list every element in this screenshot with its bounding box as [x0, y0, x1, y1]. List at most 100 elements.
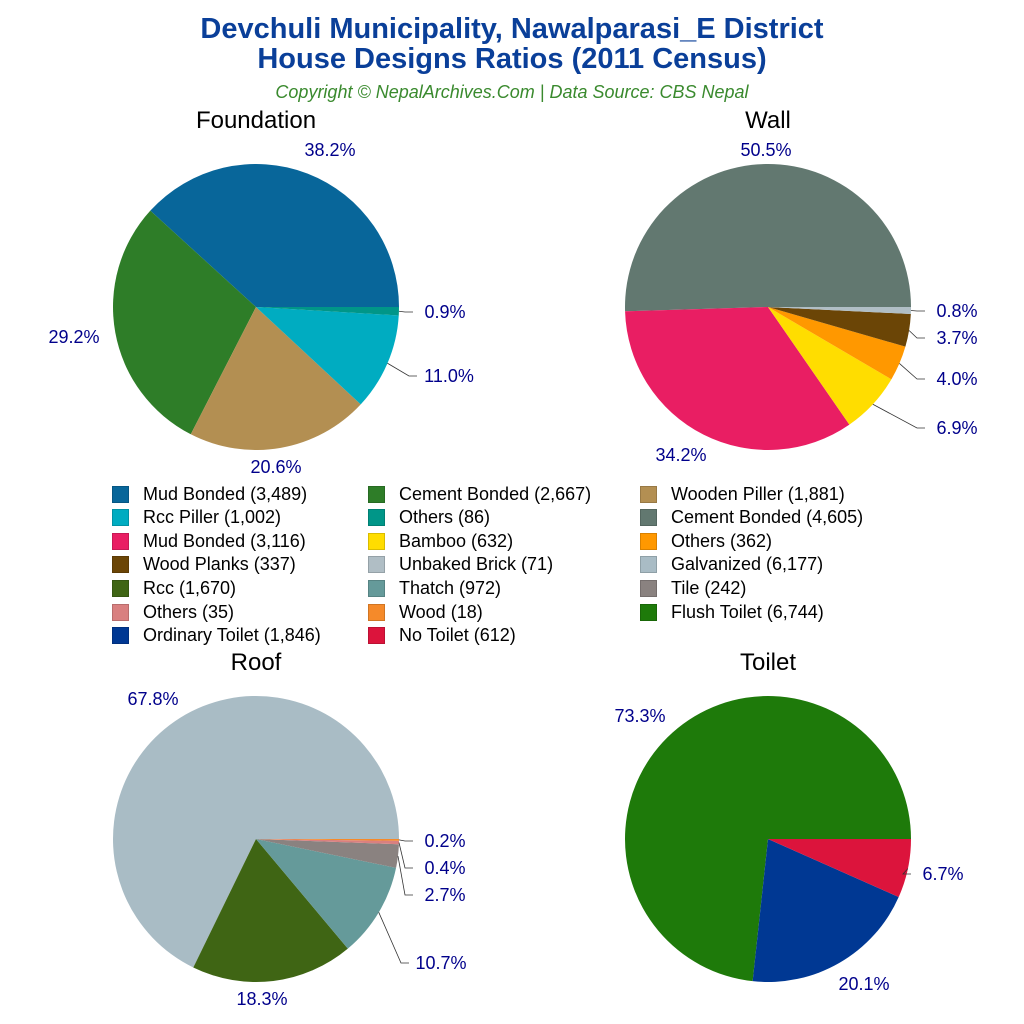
pie-percent-label: 10.7% [415, 953, 466, 973]
pie-percent-label: 67.8% [127, 689, 178, 709]
legend-item: Others (362) [640, 530, 772, 552]
legend-item: Cement Bonded (4,605) [640, 507, 863, 529]
pie-percent-label: 0.2% [424, 831, 465, 851]
pie-slice [256, 839, 397, 949]
pie-slice [256, 307, 399, 316]
pie-percent-label: 2.7% [424, 885, 465, 905]
leader-line [902, 868, 911, 875]
pie-percent-label: 3.7% [936, 328, 977, 348]
legend-item: Flush Toilet (6,744) [640, 601, 824, 623]
pie-slice [752, 839, 899, 982]
pie-slice [256, 839, 399, 841]
legend-item: Wood Planks (337) [112, 554, 296, 576]
pie-slice [193, 839, 348, 982]
pie-slice [625, 307, 850, 450]
pie-slice [768, 307, 911, 314]
pie-slice [190, 307, 361, 451]
pie-slice [256, 839, 399, 845]
legend-swatch [112, 509, 129, 527]
legend-swatch [640, 509, 657, 527]
pie-title-toilet: Toilet [740, 649, 796, 676]
legend-item: Wood (18) [368, 601, 483, 623]
legend-item: Cement Bonded (2,667) [368, 483, 591, 505]
pie-slice [112, 695, 399, 968]
pie-title-roof: Roof [231, 649, 282, 676]
legend-label: Flush Toilet (6,744) [671, 601, 824, 622]
legend-swatch [112, 627, 129, 645]
pie-slice [256, 839, 399, 868]
legend-swatch [368, 509, 385, 527]
pie-percent-label: 29.2% [48, 327, 99, 347]
leader-line [899, 363, 925, 380]
pie-percent-label: 38.2% [304, 140, 355, 160]
legend-swatch [368, 556, 385, 574]
pie-percent-label: 50.5% [740, 140, 791, 160]
pie-percent-label: 4.0% [936, 369, 977, 389]
pie-slice [768, 307, 906, 380]
leader-line [398, 839, 413, 842]
legend-label: Thatch (972) [399, 577, 502, 598]
leader-line [387, 362, 417, 377]
legend-label: Galvanized (6,177) [671, 554, 824, 575]
pie-percent-label: 18.3% [236, 989, 287, 1009]
pie-percent-label: 0.8% [936, 301, 977, 321]
legend-item: Wooden Piller (1,881) [640, 483, 845, 505]
leader-line [908, 330, 925, 339]
legend-swatch [112, 556, 129, 574]
pie-percent-label: 0.9% [424, 302, 465, 322]
legend-label: Wood Planks (337) [143, 554, 296, 575]
pie-percent-label: 6.7% [922, 864, 963, 884]
pie-slice [150, 164, 399, 307]
pie-percent-label: 73.3% [614, 706, 665, 726]
legend-swatch [368, 579, 385, 597]
leader-line [398, 310, 413, 313]
pie-percent-label: 11.0% [424, 366, 474, 386]
legend-swatch [640, 556, 657, 574]
legend-label: Rcc (1,670) [143, 577, 237, 598]
legend-label: Others (35) [143, 601, 235, 622]
pie-title-wall: Wall [745, 107, 791, 134]
legend-item: No Toilet (612) [368, 625, 516, 647]
pie-slice [256, 307, 399, 405]
leader-line [398, 842, 413, 869]
leader-line [872, 403, 925, 429]
legend-swatch [368, 603, 385, 621]
legend-label: Tile (242) [671, 577, 747, 598]
legend-swatch [640, 579, 657, 597]
legend-swatch [640, 485, 657, 503]
legend-swatch [112, 603, 129, 621]
legend-item: Rcc Piller (1,002) [112, 507, 281, 529]
pie-percent-label: 0.4% [424, 858, 465, 878]
legend-label: Ordinary Toilet (1,846) [143, 625, 321, 646]
pie-slice [625, 695, 911, 982]
legend-swatch [640, 532, 657, 550]
pie-slice [112, 210, 256, 435]
legend-item: Mud Bonded (3,116) [112, 530, 306, 552]
pie-slice [768, 839, 911, 898]
legend-item: Thatch (972) [368, 577, 501, 599]
legend-label: Others (362) [671, 530, 773, 551]
legend-label: Mud Bonded (3,116) [143, 530, 306, 551]
pie-percent-label: 20.1% [838, 974, 889, 994]
legend-swatch [112, 579, 129, 597]
pie-title-foundation: Foundation [196, 107, 316, 134]
legend-swatch [368, 627, 385, 645]
legend-item: Tile (242) [640, 577, 746, 599]
pie-slice [625, 164, 911, 312]
legend-item: Others (35) [112, 601, 234, 623]
legend-swatch [368, 485, 385, 503]
legend-item: Rcc (1,670) [112, 577, 236, 599]
legend-item: Others (86) [368, 507, 490, 529]
legend-swatch [112, 485, 129, 503]
legend-item: Ordinary Toilet (1,846) [112, 625, 321, 647]
legend-label: Wooden Piller (1,881) [671, 483, 845, 504]
leader-line [378, 912, 409, 964]
legend-swatch [640, 603, 657, 621]
legend-item: Unbaked Brick (71) [368, 554, 553, 576]
leader-line [910, 310, 925, 312]
legend-swatch [112, 532, 129, 550]
legend-item: Bamboo (632) [368, 530, 513, 552]
legend-label: Others (86) [399, 507, 491, 528]
legend-label: Bamboo (632) [399, 530, 514, 551]
